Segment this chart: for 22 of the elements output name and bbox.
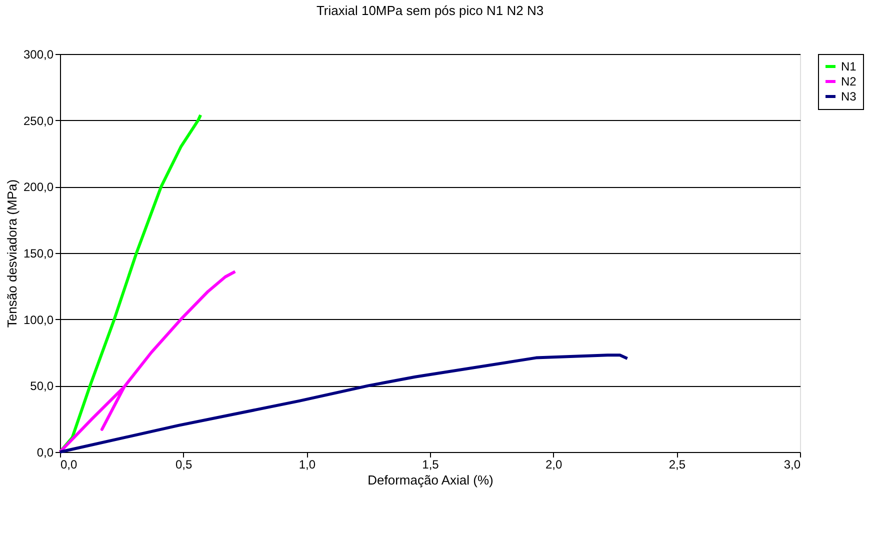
x-tick-label: 1,0 [298, 458, 316, 472]
x-tick-label: 2,0 [545, 458, 562, 472]
x-tick-label: 0,5 [175, 458, 192, 472]
line-series [58, 354, 629, 454]
legend-label: N3 [841, 90, 857, 104]
y-tick-label: 100,0 [23, 312, 54, 327]
chart-title: Triaxial 10MPa sem pós pico N1 N2 N3 [316, 3, 544, 18]
x-tick-label: 2,5 [668, 458, 686, 472]
legend-label: N2 [841, 74, 857, 88]
y-tick-label: 250,0 [23, 114, 54, 128]
x-axis-title: Deformação Axial (%) [368, 472, 494, 488]
x-tick-label: 1,5 [422, 458, 440, 472]
x-tick-label: 3,0 [784, 458, 801, 472]
y-tick-label: 150,0 [23, 246, 54, 260]
y-tick-label: 300,0 [23, 48, 54, 62]
line-series [58, 270, 237, 454]
y-tick-label: 50,0 [30, 379, 54, 394]
y-tick-label: 200,0 [23, 180, 54, 194]
y-tick-label: 0,0 [36, 446, 54, 460]
y-axis-title: Tensão desviadora (MPa) [4, 179, 20, 328]
x-tick-label: 0,0 [60, 458, 78, 472]
legend-label: N1 [841, 60, 857, 74]
